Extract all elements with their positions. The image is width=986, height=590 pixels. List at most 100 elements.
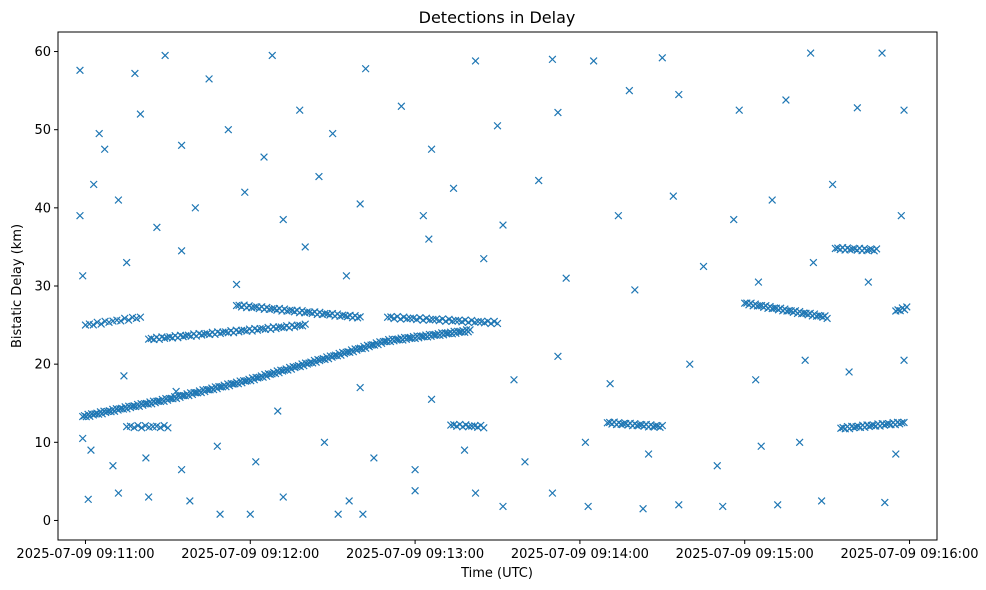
data-point-598 — [581, 438, 590, 447]
data-point-624 — [880, 498, 889, 507]
data-point-537 — [136, 110, 145, 118]
data-point-504 — [89, 321, 98, 329]
data-point-632 — [606, 379, 614, 388]
data-point-559 — [279, 215, 288, 224]
data-point-328 — [353, 314, 362, 322]
data-point-578 — [425, 235, 433, 243]
data-point-301 — [285, 306, 294, 315]
data-point-614 — [411, 486, 419, 495]
data-point-615 — [471, 489, 480, 497]
data-point-579 — [479, 254, 488, 263]
data-point-518 — [894, 306, 902, 314]
data-point-506 — [97, 320, 105, 328]
y-tick-label-2: 20 — [34, 358, 51, 373]
data-point-575 — [232, 280, 241, 289]
data-point-523 — [76, 66, 84, 75]
data-point-429 — [658, 421, 667, 430]
data-point-602 — [795, 438, 804, 447]
data-point-613 — [359, 510, 367, 519]
data-point-315 — [321, 309, 329, 318]
data-point-170 — [379, 337, 388, 346]
data-point-156 — [354, 344, 363, 353]
data-point-372 — [755, 301, 764, 310]
data-point-516 — [136, 313, 145, 321]
chart-title: Detections in Delay — [419, 8, 576, 27]
x-tick-label-0: 2025-07-09 09:11:00 — [16, 547, 154, 562]
data-point-595 — [411, 465, 419, 474]
data-point-135 — [317, 355, 326, 364]
data-point-531 — [548, 55, 557, 64]
data-point-610 — [279, 493, 288, 501]
data-point-593 — [320, 438, 329, 447]
y-axis-title: Bistatic Delay (km) — [10, 224, 25, 348]
data-point-149 — [342, 348, 351, 357]
x-axis-ticks: 2025-07-09 09:11:00 2025-07-09 09:12:00 20… — [16, 540, 979, 562]
y-tick-label-1: 10 — [34, 436, 51, 451]
data-point-500 — [160, 421, 168, 430]
y-tick-label-3: 30 — [34, 280, 51, 295]
y-tick-label-6: 60 — [34, 45, 51, 60]
data-point-542 — [328, 129, 337, 138]
data-point-568 — [729, 215, 738, 224]
data-point-619 — [639, 504, 647, 513]
data-point-538 — [177, 141, 186, 150]
data-point-557 — [191, 204, 200, 212]
data-point-450 — [880, 421, 889, 429]
data-point-351 — [451, 316, 460, 325]
data-point-634 — [751, 375, 760, 384]
data-point-485 — [467, 422, 476, 430]
x-tick-label-2: 2025-07-09 09:13:00 — [346, 547, 484, 562]
data-point-623 — [817, 497, 826, 505]
data-point-393 — [800, 309, 808, 317]
data-point-626 — [172, 387, 180, 396]
data-point-633 — [685, 360, 694, 368]
data-point-628 — [356, 383, 364, 392]
data-point-551 — [853, 103, 862, 112]
data-point-556 — [153, 223, 161, 232]
data-point-567 — [669, 192, 678, 200]
data-point-539 — [224, 125, 233, 134]
data-point-607 — [186, 497, 194, 505]
data-point-571 — [897, 211, 906, 220]
data-point-596 — [460, 446, 469, 454]
data-point-597 — [521, 458, 529, 466]
data-point-513 — [124, 316, 133, 324]
data-point-493 — [134, 421, 142, 430]
data-point-637 — [900, 356, 908, 365]
data-point-629 — [427, 395, 436, 404]
data-point-489 — [479, 424, 488, 432]
data-point-544 — [427, 145, 436, 154]
data-point-572 — [78, 272, 87, 280]
data-point-591 — [213, 442, 222, 451]
data-point-631 — [554, 352, 562, 361]
data-point-609 — [246, 510, 255, 519]
data-point-329 — [356, 313, 364, 321]
data-point-603 — [891, 450, 900, 458]
data-point-617 — [548, 489, 557, 497]
data-point-584 — [809, 258, 818, 267]
data-point-585 — [864, 278, 873, 286]
data-point-592 — [251, 458, 260, 466]
data-point-564 — [499, 221, 507, 229]
x-tick-label-4: 2025-07-09 09:15:00 — [676, 547, 814, 562]
data-point-524 — [95, 129, 104, 138]
data-point-364 — [493, 319, 502, 328]
data-point-529 — [361, 64, 370, 73]
data-point-541 — [295, 106, 304, 114]
data-point-586 — [78, 434, 87, 443]
data-point-600 — [713, 461, 722, 470]
data-point-594 — [370, 454, 378, 462]
data-point-358 — [474, 317, 482, 326]
data-point-438 — [854, 422, 863, 431]
data-point-608 — [216, 510, 224, 519]
data-point-400 — [814, 311, 823, 320]
data-point-501 — [164, 424, 172, 432]
data-point-570 — [828, 180, 837, 189]
data-point-287 — [250, 303, 259, 311]
data-point-576 — [301, 243, 310, 251]
data-point-426 — [651, 422, 660, 430]
data-point-525 — [131, 69, 139, 78]
data-point-547 — [625, 86, 634, 95]
data-point-590 — [177, 465, 186, 474]
data-point-550 — [782, 96, 790, 104]
